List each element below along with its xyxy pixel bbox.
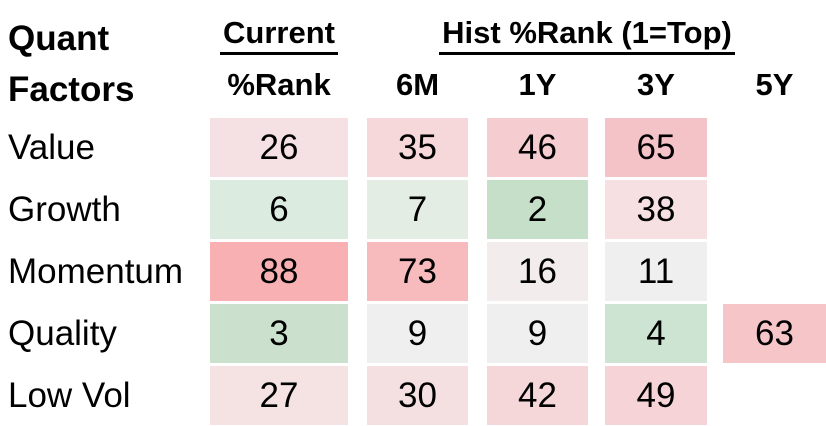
cell-low-vol-5y-empty	[723, 366, 826, 425]
cell-value-current: 26	[210, 118, 348, 177]
cell-value-6m: 35	[367, 118, 468, 177]
column-header-6m: 6M	[395, 67, 440, 102]
cell-growth-1y: 2	[487, 180, 588, 239]
cell-momentum-3y: 11	[605, 242, 707, 301]
cell-growth-6m: 7	[367, 180, 468, 239]
cell-quality-1y: 9	[487, 304, 588, 363]
cell-momentum-current: 88	[210, 242, 348, 301]
cell-quality-5y: 63	[723, 304, 826, 363]
cell-quality-6m: 9	[367, 304, 468, 363]
row-label-momentum: Momentum	[8, 252, 184, 291]
cell-growth-3y: 38	[605, 180, 707, 239]
column-header-3y: 3Y	[637, 67, 675, 102]
cell-low-vol-6m: 30	[367, 366, 468, 425]
cell-value-1y: 46	[487, 118, 588, 177]
table-title-line-quant: Quant	[8, 19, 110, 58]
row-label-low-vol: Low Vol	[8, 376, 131, 415]
cell-quality-current: 3	[210, 304, 348, 363]
column-group-header-current: Current	[210, 16, 348, 55]
row-label-value: Value	[8, 128, 95, 167]
cell-low-vol-1y: 42	[487, 366, 588, 425]
column-group-header-hist: Hist %Rank (1=Top)	[367, 16, 807, 55]
cell-growth-current: 6	[210, 180, 348, 239]
column-group-header-current-text: Current	[220, 16, 338, 55]
table-title-line-factors: Factors	[8, 70, 135, 109]
cell-momentum-6m: 73	[367, 242, 468, 301]
cell-momentum-5y-empty	[723, 242, 826, 301]
cell-value-5y-empty	[723, 118, 826, 177]
cell-growth-5y-empty	[723, 180, 826, 239]
row-label-growth: Growth	[8, 190, 121, 229]
column-header-current-percent-rank: %Rank	[227, 67, 331, 102]
row-label-quality: Quality	[8, 314, 117, 353]
column-header-5y: 5Y	[755, 67, 794, 102]
column-header-1y: 1Y	[518, 67, 557, 102]
column-group-header-hist-text: Hist %Rank (1=Top)	[439, 16, 735, 55]
cell-low-vol-current: 27	[210, 366, 348, 425]
cell-momentum-1y: 16	[487, 242, 588, 301]
cell-low-vol-3y: 49	[605, 366, 707, 425]
cell-value-3y: 65	[605, 118, 707, 177]
cell-quality-3y: 4	[605, 304, 707, 363]
